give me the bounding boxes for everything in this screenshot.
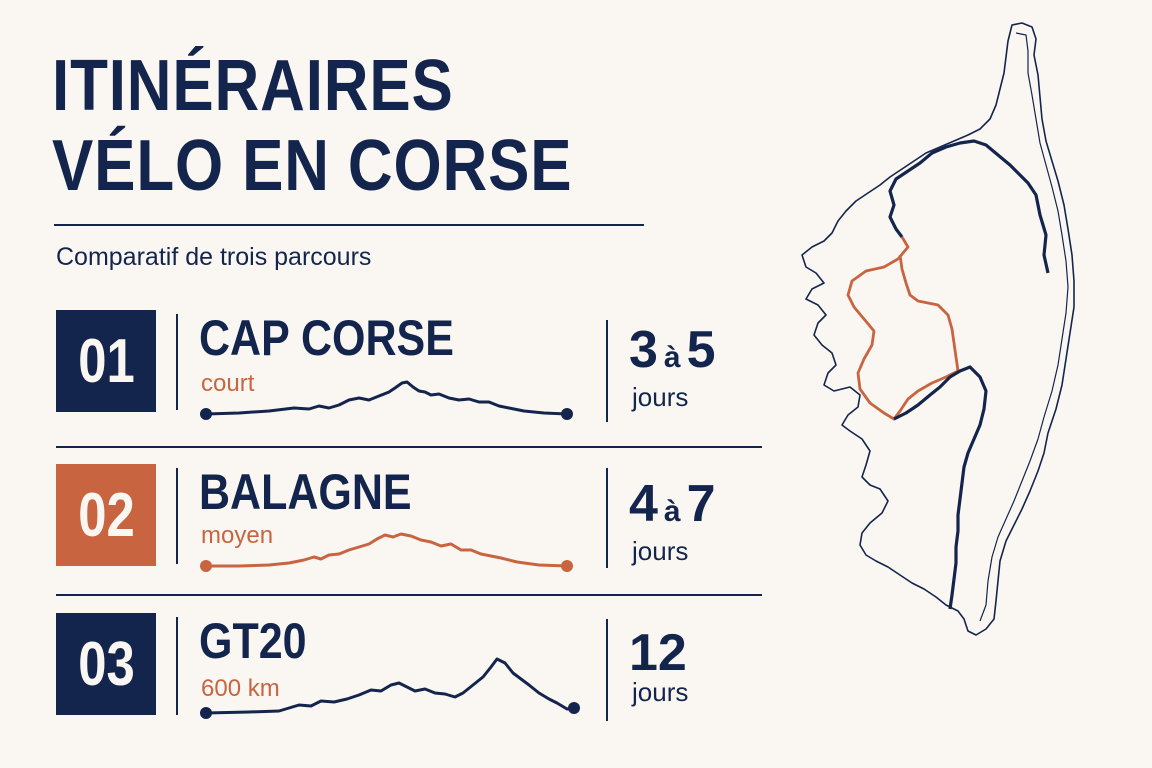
column-divider xyxy=(606,320,608,422)
row-divider xyxy=(56,594,762,596)
route-row-gt20: 03 GT20 600 km 12 jours xyxy=(56,613,762,721)
route-detail: court xyxy=(201,370,255,397)
route-name: CAP CORSE xyxy=(199,310,454,366)
title-divider xyxy=(54,224,644,226)
row-divider xyxy=(56,446,762,448)
column-divider xyxy=(176,314,178,410)
route-duration: 12 jours xyxy=(629,624,689,707)
page-title: ITINÉRAIRES VÉLO EN CORSE xyxy=(52,46,572,206)
route-name: BALAGNE xyxy=(199,464,412,520)
route-number-badge: 01 xyxy=(56,310,156,412)
corsica-map-icon xyxy=(801,22,1075,636)
title-line-1: ITINÉRAIRES xyxy=(52,46,454,126)
elevation-profile-icon xyxy=(200,657,580,719)
elevation-profile-icon xyxy=(200,532,573,572)
title-line-2: VÉLO EN CORSE xyxy=(52,126,573,206)
subtitle: Comparatif de trois parcours xyxy=(56,243,372,271)
column-divider xyxy=(176,468,178,564)
elevation-profile-icon xyxy=(200,380,573,420)
route-detail: moyen xyxy=(201,522,274,549)
route-detail: 600 km xyxy=(201,675,280,702)
route-number-badge: 03 xyxy=(56,613,156,715)
route-number-badge: 02 xyxy=(56,464,156,566)
column-divider xyxy=(176,617,178,715)
column-divider xyxy=(606,619,608,721)
route-name: GT20 xyxy=(199,613,307,669)
column-divider xyxy=(606,468,608,568)
